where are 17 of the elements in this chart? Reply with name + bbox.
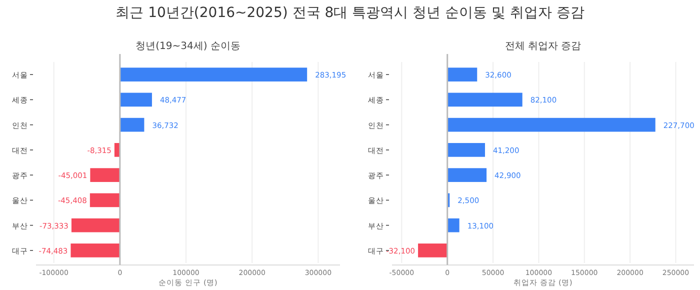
bar (447, 218, 460, 232)
bar (71, 218, 120, 232)
bar (447, 143, 485, 157)
bar (447, 92, 522, 107)
bar (120, 92, 152, 107)
bar (447, 168, 487, 182)
bar (120, 118, 144, 132)
chart-title: 전체 취업자 증감 (504, 41, 582, 52)
bar (70, 244, 120, 258)
bar (90, 193, 120, 208)
bar (90, 168, 120, 182)
text: 최근 10년간(2016~2025) 전국 8대 특광역시 청년 순이동 및 취업자 증감 (116, 5, 584, 21)
bar (447, 68, 478, 82)
bar (418, 244, 448, 258)
bar (120, 68, 308, 82)
bar (447, 118, 656, 132)
chart-title: 청년(19~34세) 순이동 (136, 41, 240, 52)
